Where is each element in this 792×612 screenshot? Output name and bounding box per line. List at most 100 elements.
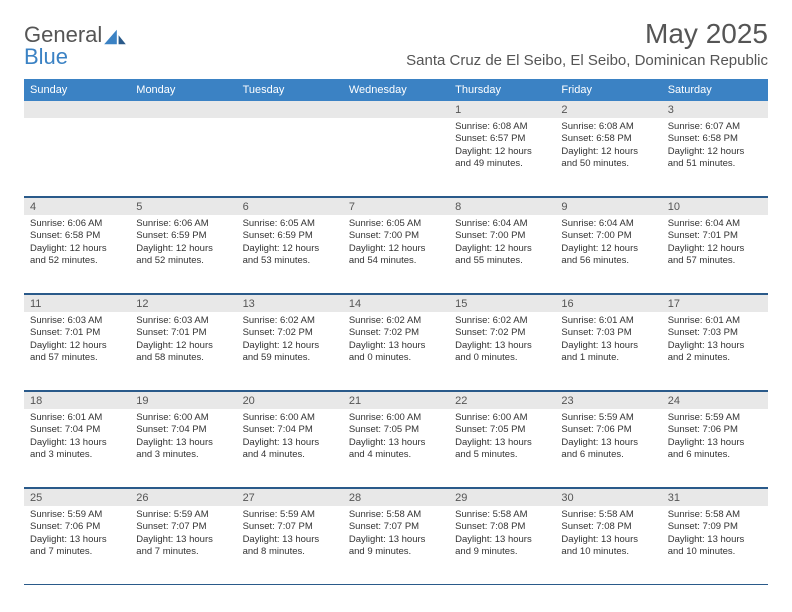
sunset-text: Sunset: 7:07 PM	[243, 521, 337, 533]
daylight-text: Daylight: 13 hours and 1 minute.	[561, 340, 655, 365]
sunset-text: Sunset: 6:59 PM	[136, 230, 230, 242]
day-cell	[343, 118, 449, 196]
sunset-text: Sunset: 7:01 PM	[30, 327, 124, 339]
location-subtitle: Santa Cruz de El Seibo, El Seibo, Domini…	[406, 52, 768, 69]
day-number: 24	[662, 392, 768, 409]
day-number: 31	[662, 489, 768, 506]
daylight-text: Daylight: 12 hours and 51 minutes.	[668, 146, 762, 171]
sunrise-text: Sunrise: 5:58 AM	[349, 509, 443, 521]
day-cell: Sunrise: 6:01 AMSunset: 7:03 PMDaylight:…	[555, 312, 661, 390]
sunrise-text: Sunrise: 6:04 AM	[455, 218, 549, 230]
daylight-text: Daylight: 12 hours and 59 minutes.	[243, 340, 337, 365]
sunset-text: Sunset: 7:06 PM	[668, 424, 762, 436]
day-header: Thursday	[449, 79, 555, 101]
daylight-text: Daylight: 13 hours and 4 minutes.	[243, 437, 337, 462]
week-daynum-row: 25262728293031	[24, 488, 768, 506]
daylight-text: Daylight: 13 hours and 10 minutes.	[561, 534, 655, 559]
daylight-text: Daylight: 12 hours and 49 minutes.	[455, 146, 549, 171]
sunset-text: Sunset: 6:58 PM	[30, 230, 124, 242]
weeks-container: 123Sunrise: 6:08 AMSunset: 6:57 PMDaylig…	[24, 101, 768, 585]
day-number: 20	[237, 392, 343, 409]
logo: GeneralBlue	[24, 24, 126, 68]
sunrise-text: Sunrise: 6:01 AM	[30, 412, 124, 424]
day-number: 19	[130, 392, 236, 409]
day-cell: Sunrise: 6:05 AMSunset: 7:00 PMDaylight:…	[343, 215, 449, 293]
daylight-text: Daylight: 13 hours and 6 minutes.	[561, 437, 655, 462]
sunset-text: Sunset: 7:02 PM	[243, 327, 337, 339]
day-cell: Sunrise: 5:58 AMSunset: 7:08 PMDaylight:…	[449, 506, 555, 584]
daylight-text: Daylight: 12 hours and 52 minutes.	[136, 243, 230, 268]
sunrise-text: Sunrise: 5:58 AM	[455, 509, 549, 521]
sunrise-text: Sunrise: 5:59 AM	[243, 509, 337, 521]
day-cell: Sunrise: 5:59 AMSunset: 7:06 PMDaylight:…	[24, 506, 130, 584]
sunset-text: Sunset: 7:02 PM	[455, 327, 549, 339]
day-number: 10	[662, 198, 768, 215]
calendar-grid: Sunday Monday Tuesday Wednesday Thursday…	[24, 79, 768, 585]
daylight-text: Daylight: 12 hours and 50 minutes.	[561, 146, 655, 171]
sunrise-text: Sunrise: 6:08 AM	[455, 121, 549, 133]
day-cell: Sunrise: 5:58 AMSunset: 7:08 PMDaylight:…	[555, 506, 661, 584]
week-row: Sunrise: 6:01 AMSunset: 7:04 PMDaylight:…	[24, 409, 768, 488]
day-number	[237, 101, 343, 118]
day-number: 18	[24, 392, 130, 409]
day-number: 3	[662, 101, 768, 118]
sunset-text: Sunset: 7:05 PM	[349, 424, 443, 436]
day-cell: Sunrise: 5:58 AMSunset: 7:07 PMDaylight:…	[343, 506, 449, 584]
sunset-text: Sunset: 7:07 PM	[349, 521, 443, 533]
sunset-text: Sunset: 7:08 PM	[561, 521, 655, 533]
sunset-text: Sunset: 7:04 PM	[243, 424, 337, 436]
daylight-text: Daylight: 12 hours and 57 minutes.	[30, 340, 124, 365]
week-row: Sunrise: 5:59 AMSunset: 7:06 PMDaylight:…	[24, 506, 768, 585]
day-number: 2	[555, 101, 661, 118]
day-cell: Sunrise: 6:03 AMSunset: 7:01 PMDaylight:…	[24, 312, 130, 390]
sunrise-text: Sunrise: 6:02 AM	[455, 315, 549, 327]
sunrise-text: Sunrise: 6:00 AM	[136, 412, 230, 424]
day-cell	[237, 118, 343, 196]
title-block: May 2025 Santa Cruz de El Seibo, El Seib…	[406, 18, 768, 69]
sunrise-text: Sunrise: 5:58 AM	[668, 509, 762, 521]
sunset-text: Sunset: 7:03 PM	[668, 327, 762, 339]
day-number: 11	[24, 295, 130, 312]
day-header: Friday	[555, 79, 661, 101]
day-cell: Sunrise: 6:05 AMSunset: 6:59 PMDaylight:…	[237, 215, 343, 293]
day-cell: Sunrise: 5:58 AMSunset: 7:09 PMDaylight:…	[662, 506, 768, 584]
day-cell: Sunrise: 6:00 AMSunset: 7:04 PMDaylight:…	[130, 409, 236, 487]
week-daynum-row: 18192021222324	[24, 391, 768, 409]
sunset-text: Sunset: 6:57 PM	[455, 133, 549, 145]
daylight-text: Daylight: 12 hours and 54 minutes.	[349, 243, 443, 268]
day-cell: Sunrise: 6:02 AMSunset: 7:02 PMDaylight:…	[343, 312, 449, 390]
month-title: May 2025	[406, 18, 768, 50]
day-cell: Sunrise: 6:06 AMSunset: 6:58 PMDaylight:…	[24, 215, 130, 293]
sunrise-text: Sunrise: 6:04 AM	[561, 218, 655, 230]
day-header: Tuesday	[237, 79, 343, 101]
day-cell: Sunrise: 6:04 AMSunset: 7:00 PMDaylight:…	[449, 215, 555, 293]
sunrise-text: Sunrise: 6:07 AM	[668, 121, 762, 133]
day-cell: Sunrise: 5:59 AMSunset: 7:06 PMDaylight:…	[555, 409, 661, 487]
sunset-text: Sunset: 6:58 PM	[668, 133, 762, 145]
sunset-text: Sunset: 7:09 PM	[668, 521, 762, 533]
sunset-text: Sunset: 7:04 PM	[30, 424, 124, 436]
logo-text-general: General	[24, 24, 102, 46]
day-number: 8	[449, 198, 555, 215]
daylight-text: Daylight: 13 hours and 9 minutes.	[455, 534, 549, 559]
day-number	[130, 101, 236, 118]
daylight-text: Daylight: 13 hours and 3 minutes.	[136, 437, 230, 462]
daylight-text: Daylight: 13 hours and 4 minutes.	[349, 437, 443, 462]
day-cell: Sunrise: 6:00 AMSunset: 7:04 PMDaylight:…	[237, 409, 343, 487]
daylight-text: Daylight: 12 hours and 53 minutes.	[243, 243, 337, 268]
day-header: Wednesday	[343, 79, 449, 101]
sunset-text: Sunset: 7:02 PM	[349, 327, 443, 339]
week-row: Sunrise: 6:08 AMSunset: 6:57 PMDaylight:…	[24, 118, 768, 197]
sunset-text: Sunset: 7:07 PM	[136, 521, 230, 533]
sunset-text: Sunset: 7:03 PM	[561, 327, 655, 339]
day-number: 25	[24, 489, 130, 506]
day-number: 1	[449, 101, 555, 118]
daylight-text: Daylight: 13 hours and 0 minutes.	[349, 340, 443, 365]
sunrise-text: Sunrise: 5:59 AM	[136, 509, 230, 521]
sunset-text: Sunset: 6:58 PM	[561, 133, 655, 145]
daylight-text: Daylight: 13 hours and 7 minutes.	[30, 534, 124, 559]
daylight-text: Daylight: 13 hours and 3 minutes.	[30, 437, 124, 462]
day-number: 29	[449, 489, 555, 506]
day-cell: Sunrise: 6:04 AMSunset: 7:00 PMDaylight:…	[555, 215, 661, 293]
day-cell: Sunrise: 6:03 AMSunset: 7:01 PMDaylight:…	[130, 312, 236, 390]
